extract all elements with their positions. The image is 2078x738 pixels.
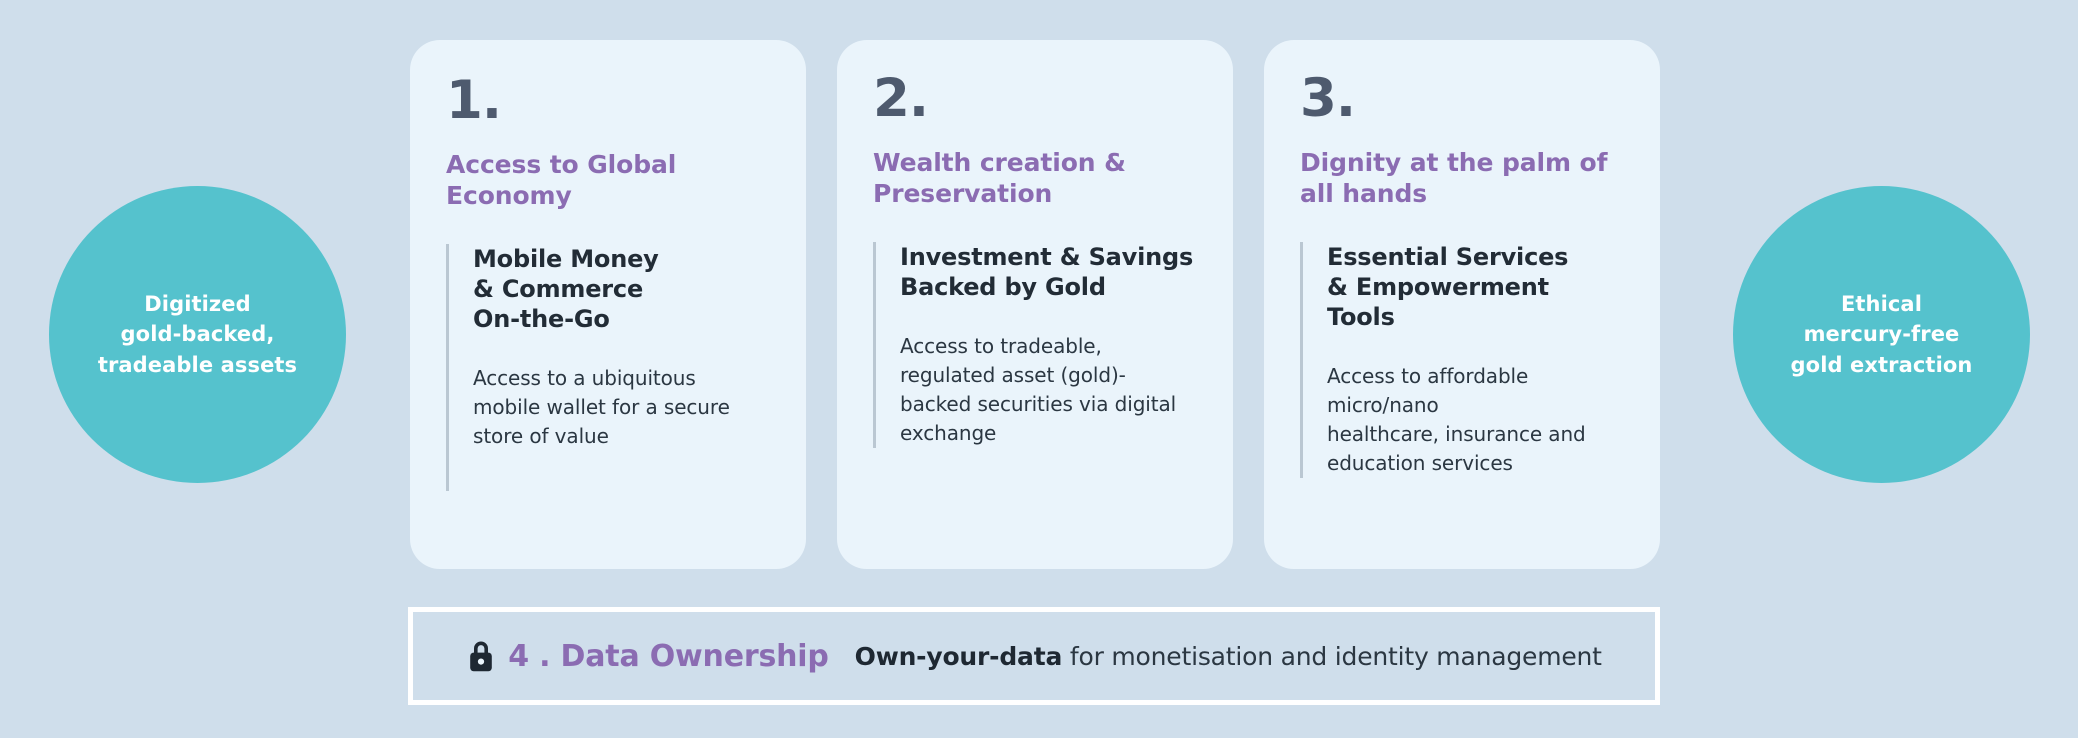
- card-description: Access to a ubiquitous mobile wallet for…: [473, 366, 730, 449]
- card-description: Access to affordable micro/nano healthca…: [1327, 364, 1586, 476]
- card-description: Access to tradeable, regulated asset (go…: [900, 333, 1177, 445]
- cards-container: 1. Access to Global Economy Mobile Money…: [410, 40, 1660, 569]
- right-circle-label: Ethical mercury-free gold extraction: [1790, 292, 1973, 377]
- card-number: 3.: [1300, 68, 1356, 129]
- card-title: Access to Global Economy: [446, 150, 677, 211]
- lock-icon: [470, 641, 493, 672]
- card-subtitle: Investment & Savings Backed by Gold: [900, 242, 1194, 301]
- card-body: Essential Services & Empowerment Tools A…: [1300, 241, 1624, 479]
- card-access-to-global-economy[interactable]: 1. Access to Global Economy Mobile Money…: [410, 40, 806, 569]
- card-body: Investment & Savings Backed by Gold Acce…: [873, 241, 1197, 448]
- left-circle-label: Digitized gold-backed, tradeable assets: [97, 292, 298, 377]
- card-title: Dignity at the palm of all hands: [1300, 148, 1608, 209]
- card-subtitle: Mobile Money & Commerce On-the-Go: [473, 244, 659, 333]
- card-title: Wealth creation & Preservation: [873, 148, 1126, 209]
- card-dignity-at-the-palm-of-all-hands[interactable]: 3. Dignity at the palm of all hands Esse…: [1264, 40, 1660, 569]
- right-circle: Ethical mercury-free gold extraction: [1733, 186, 2030, 483]
- data-ownership-bar[interactable]: 4 . Data Ownership Own-your-data for mon…: [408, 607, 1660, 705]
- left-circle: Digitized gold-backed, tradeable assets: [49, 186, 346, 483]
- bar-rest-text: for monetisation and identity management: [1062, 641, 1602, 671]
- bar-lead-text: Own-your-data: [854, 641, 1063, 671]
- card-subtitle: Essential Services & Empowerment Tools: [1327, 242, 1569, 331]
- card-wealth-creation-preservation[interactable]: 2. Wealth creation & Preservation Invest…: [837, 40, 1233, 569]
- card-body: Mobile Money & Commerce On-the-Go Access…: [446, 243, 770, 492]
- card-number: 2.: [873, 68, 929, 129]
- bar-number-title: 4 . Data Ownership: [508, 638, 829, 674]
- card-number: 1.: [446, 70, 502, 131]
